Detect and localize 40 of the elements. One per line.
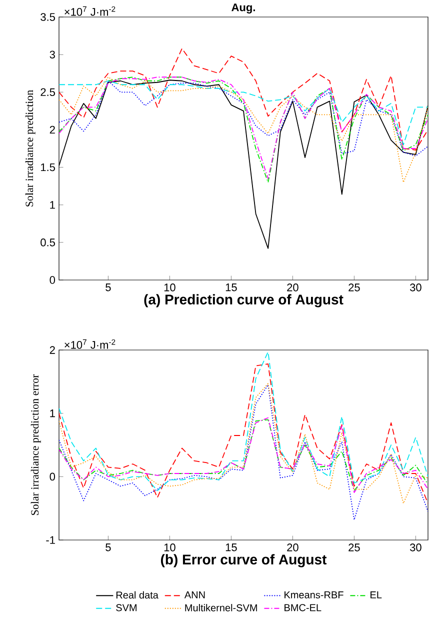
x-tick-label: 30 <box>410 544 422 552</box>
x-axis-title: (a) Prediction curve of August <box>144 294 344 308</box>
y-tick-label: 1.5 <box>41 163 55 172</box>
y-tick-label: 0.5 <box>40 238 55 246</box>
x-tick-label: 20 <box>287 544 298 552</box>
legend-label: BMC-EL <box>284 604 322 612</box>
y-tick-label: 2.5 <box>40 88 55 96</box>
chart-title: Aug. <box>232 4 255 14</box>
y-axis-title: Solar irradiance prediction error <box>30 374 41 515</box>
text: ×10$^{7}$ J·m$^{-2}$ <box>64 339 116 349</box>
y-tick-label: 1 <box>50 201 55 209</box>
y-tick-label: 1 <box>50 410 55 418</box>
y-tick-label: 2 <box>50 346 55 354</box>
y-tick-label: 0 <box>50 472 56 481</box>
x-tick-label: 10 <box>164 284 176 292</box>
line-series <box>59 48 428 150</box>
x-tick-label: 30 <box>410 284 422 292</box>
x-axis-title: (b) Error curve of August <box>160 554 327 568</box>
y-tick-label: 0 <box>50 276 56 284</box>
x-tick-label: 25 <box>348 284 360 292</box>
y-tick-label: 3 <box>50 50 55 58</box>
legend-label: EL <box>370 591 382 598</box>
x-tick-label: 5 <box>106 284 111 292</box>
x-tick-label: 10 <box>164 544 176 552</box>
text: ×10$^{7}$ J·m$^{-2}$ <box>64 6 116 16</box>
x-tick-label: 15 <box>226 284 237 292</box>
legend-label: SVM <box>116 604 136 612</box>
x-tick-label: 20 <box>287 284 298 292</box>
legend-label: ANN <box>184 591 205 598</box>
x-tick-label: 25 <box>348 544 360 552</box>
y-tick-label: 3.5 <box>40 13 55 21</box>
x-tick-label: 5 <box>106 544 111 552</box>
legend-label: Kmeans-RBF <box>284 591 344 598</box>
line-series <box>59 351 428 492</box>
y-tick-label: -1 <box>46 536 55 544</box>
x-tick-label: 15 <box>226 544 237 552</box>
y-tick-label: 2 <box>50 126 55 134</box>
legend-label: Real data <box>116 591 158 599</box>
legend-label: Multikernel-SVM <box>185 604 257 612</box>
y-axis-title: Solar irradiance prediction <box>25 90 36 206</box>
